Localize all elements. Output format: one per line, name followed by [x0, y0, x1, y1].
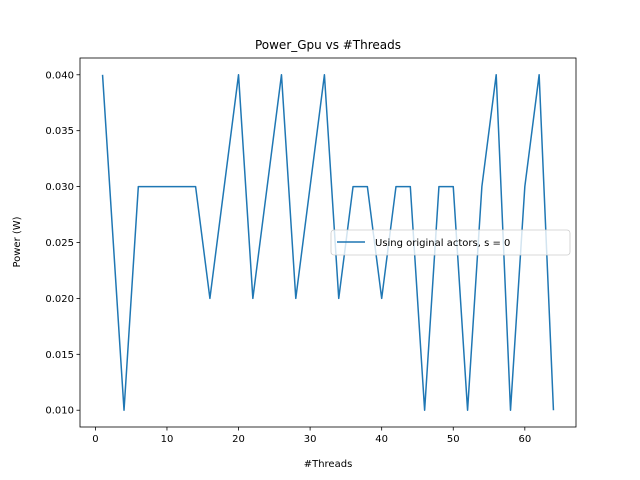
- x-axis: 0 10 20 30 40 50 60: [92, 427, 531, 445]
- y-tick-label: 0.035: [45, 126, 74, 137]
- y-tick-label: 0.020: [45, 294, 74, 305]
- x-tick-label: 0: [92, 434, 98, 445]
- y-axis: 0.010 0.015 0.020 0.025 0.030 0.035 0.040: [45, 70, 80, 417]
- x-tick-label: 60: [518, 434, 531, 445]
- legend: Using original actors, s = 0: [330, 229, 571, 256]
- plot-area: [101, 74, 555, 411]
- y-tick-label: 0.010: [45, 406, 74, 417]
- y-tick-label: 0.030: [45, 182, 74, 193]
- x-tick-label: 40: [375, 434, 388, 445]
- chart-title: Power_Gpu vs #Threads: [255, 38, 401, 52]
- x-tick-label: 20: [232, 434, 245, 445]
- series-line: [101, 74, 555, 411]
- y-tick-label: 0.025: [45, 238, 74, 249]
- x-tick-label: 10: [161, 434, 174, 445]
- x-axis-title: #Threads: [304, 459, 353, 470]
- y-tick-label: 0.015: [45, 350, 74, 361]
- x-tick-label: 50: [447, 434, 460, 445]
- legend-label: Using original actors, s = 0: [375, 238, 510, 249]
- y-axis-title: Power (W): [12, 216, 23, 267]
- x-tick-label: 30: [304, 434, 317, 445]
- y-tick-label: 0.040: [45, 70, 74, 81]
- legend-box: [330, 229, 571, 256]
